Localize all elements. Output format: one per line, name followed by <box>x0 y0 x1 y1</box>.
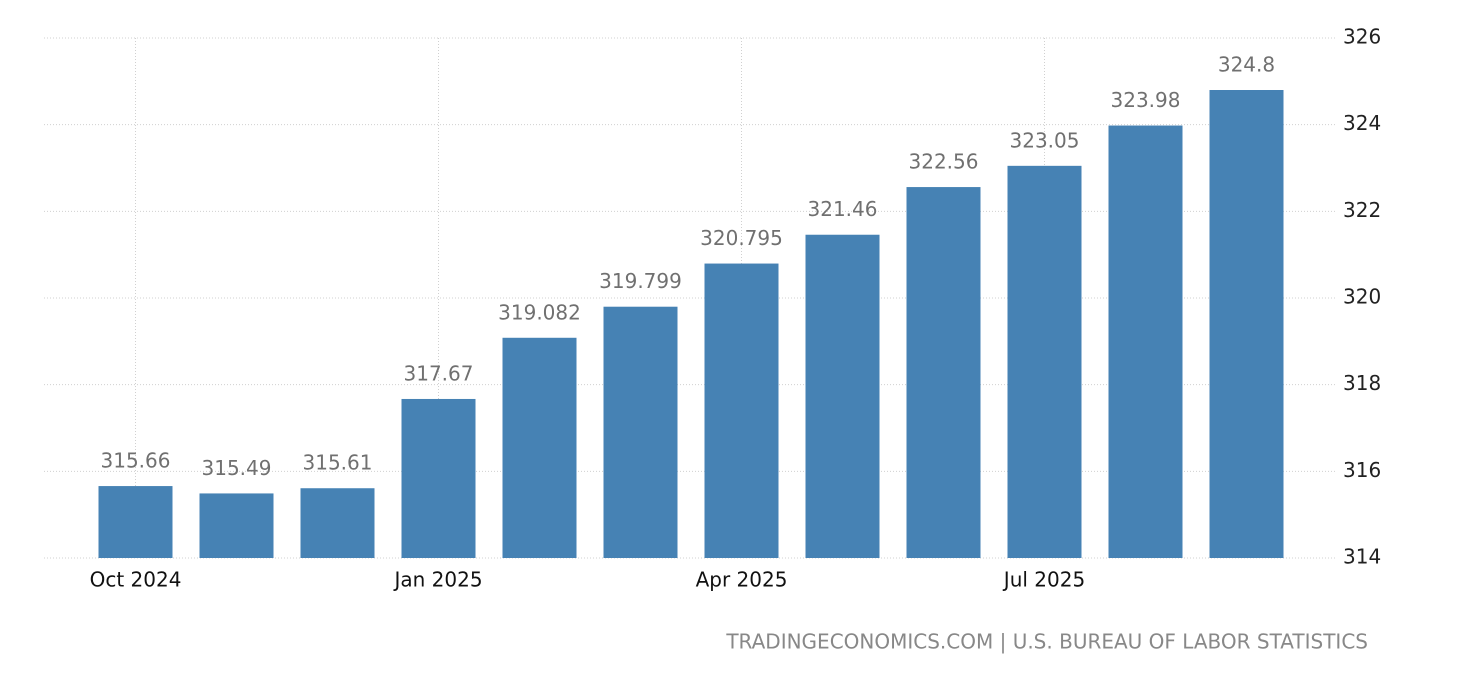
data-label: 315.49 <box>202 456 272 480</box>
bar <box>704 263 779 558</box>
x-tick-label: Apr 2025 <box>696 568 788 592</box>
data-label: 324.8 <box>1218 53 1275 77</box>
y-tick-label: 314 <box>1343 545 1381 569</box>
data-label: 323.98 <box>1111 88 1181 112</box>
x-tick-label: Jan 2025 <box>392 568 482 592</box>
bar <box>98 486 173 558</box>
x-tick-label: Oct 2024 <box>90 568 182 592</box>
data-label: 317.67 <box>404 361 474 385</box>
bar <box>502 337 577 558</box>
bar <box>906 187 981 559</box>
bar <box>603 306 678 558</box>
y-tick-label: 326 <box>1343 25 1381 49</box>
data-label: 315.61 <box>303 451 373 475</box>
bar <box>401 398 476 558</box>
y-tick-label: 318 <box>1343 371 1381 395</box>
data-label: 315.66 <box>101 449 171 473</box>
source: TRADINGECONOMICS.COM | U.S. BUREAU OF LA… <box>725 630 1368 654</box>
data-label: 319.082 <box>498 300 581 324</box>
bar <box>1209 90 1284 558</box>
y-tick-label: 322 <box>1343 198 1381 222</box>
bar <box>300 488 375 558</box>
y-tick-label: 320 <box>1343 285 1381 309</box>
bar <box>1108 125 1183 559</box>
y-tick-label: 316 <box>1343 458 1381 482</box>
data-label: 321.46 <box>808 197 878 221</box>
data-label: 320.795 <box>700 226 783 250</box>
bar <box>805 234 880 558</box>
x-tick-label: Jul 2025 <box>1002 568 1085 592</box>
data-label: 322.56 <box>909 150 979 174</box>
bar <box>1007 165 1082 559</box>
data-label: 323.05 <box>1010 128 1080 152</box>
data-label: 319.799 <box>599 269 682 293</box>
bar <box>199 493 274 558</box>
y-tick-label: 324 <box>1343 111 1381 135</box>
